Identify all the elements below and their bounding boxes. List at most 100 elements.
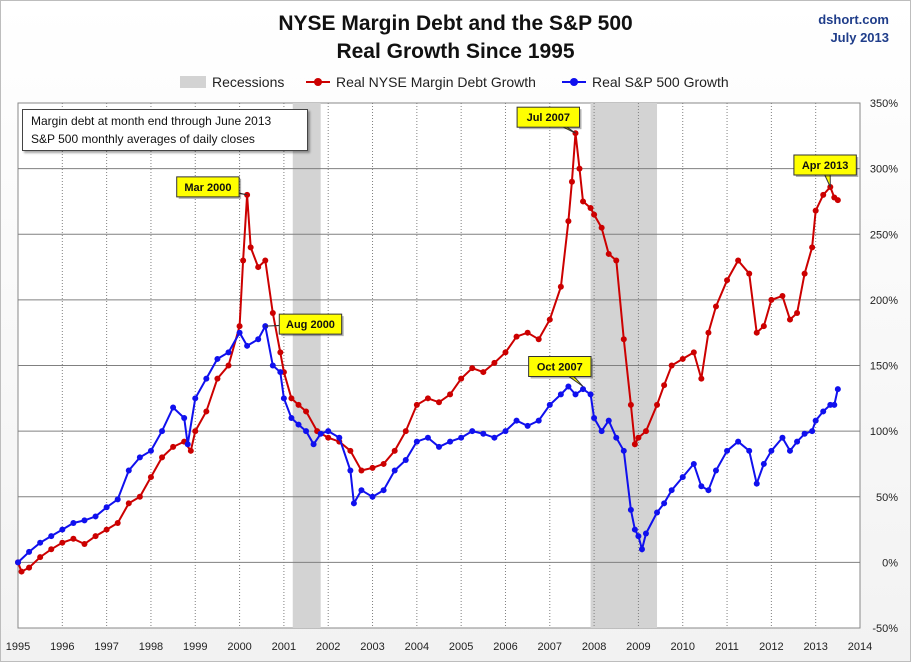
sp500-point <box>125 467 132 474</box>
sp500-point <box>192 395 199 402</box>
sp500-point <box>620 447 627 454</box>
sp500-point <box>244 342 251 349</box>
x-tick-label: 2014 <box>848 641 872 653</box>
margin-debt-point <box>125 500 132 507</box>
sp500-point <box>753 480 760 487</box>
sp500-point <box>820 408 827 415</box>
sp500-point <box>350 500 357 507</box>
sp500-point <box>136 454 143 461</box>
sp500-point <box>812 417 819 424</box>
margin-debt-point <box>347 447 354 454</box>
sp500-point <box>170 404 177 411</box>
chart-note: Margin debt at month end through June 20… <box>22 109 308 151</box>
margin-legend-marker <box>306 78 330 86</box>
margin-debt-point <box>620 336 627 343</box>
x-tick-label: 1997 <box>94 641 118 653</box>
x-tick-label: 2005 <box>449 641 473 653</box>
margin-debt-point <box>114 520 121 526</box>
sp500-point <box>269 362 276 369</box>
sp500-point <box>768 447 775 454</box>
margin-debt-point <box>786 316 793 323</box>
annotation-label: Apr 2013 <box>802 160 848 172</box>
margin-debt-point <box>26 564 33 571</box>
margin-debt-point <box>103 526 110 533</box>
margin-debt-point <box>753 329 760 336</box>
x-tick-label: 2003 <box>360 641 384 653</box>
sp500-point <box>295 421 302 428</box>
sp500-point <box>831 401 838 408</box>
x-tick-label: 2013 <box>803 641 827 653</box>
sp500-point <box>159 428 166 435</box>
sp500-point <box>801 430 808 437</box>
margin-debt-point <box>236 323 243 330</box>
margin-debt-point <box>712 303 719 310</box>
margin-debt-point <box>59 539 66 546</box>
sp500-point <box>491 434 498 441</box>
margin-debt-point <box>262 257 269 264</box>
margin-debt-point <box>295 401 302 408</box>
x-tick-label: 2012 <box>759 641 783 653</box>
margin-debt-point <box>760 323 767 330</box>
x-tick-label: 2008 <box>582 641 606 653</box>
sp500-point <box>277 369 284 376</box>
sp500-point <box>15 559 21 566</box>
margin-debt-point <box>565 218 572 225</box>
margin-debt-point <box>698 375 705 382</box>
sp500-point <box>524 422 531 429</box>
sp500-point <box>679 474 686 481</box>
margin-debt-point <box>436 399 442 406</box>
y-tick-label: 150% <box>870 361 898 373</box>
sp500-point <box>809 428 816 435</box>
x-tick-label: 1995 <box>6 641 30 653</box>
margin-debt-point <box>690 349 697 356</box>
margin-debt-point <box>380 460 387 467</box>
x-tick-label: 2006 <box>493 641 517 653</box>
margin-debt-point <box>413 401 420 408</box>
sp500-point <box>436 443 442 450</box>
margin-debt-point <box>627 401 634 408</box>
x-tick-label: 2000 <box>227 641 251 653</box>
margin-debt-point <box>288 395 295 402</box>
legend: Recessions Real NYSE Margin Debt Growth … <box>0 72 911 92</box>
legend-label-recessions: Recessions <box>212 74 285 90</box>
sp500-point <box>380 487 387 494</box>
margin-debt-point <box>491 359 498 366</box>
margin-debt-point <box>635 434 642 441</box>
margin-debt-point <box>325 434 332 441</box>
annotation-label: Oct 2007 <box>537 362 583 374</box>
margin-debt-point <box>513 333 520 340</box>
margin-debt-point <box>591 211 598 218</box>
sp500-point <box>642 530 649 537</box>
sp500-point <box>280 395 287 402</box>
sp500-point <box>70 520 77 526</box>
margin-debt-point <box>187 447 194 454</box>
x-tick-label: 2004 <box>405 641 429 653</box>
annotation-box <box>793 154 857 176</box>
margin-debt-point <box>735 257 742 264</box>
margin-debt-point <box>820 191 827 198</box>
sp500-point <box>458 434 465 441</box>
sp500-point <box>698 483 705 490</box>
legend-item-sp500: Real S&P 500 Growth <box>562 74 729 90</box>
sp500-point <box>779 434 786 441</box>
sp500-point <box>181 415 188 421</box>
sp500-point <box>631 526 638 533</box>
margin-debt-point <box>247 244 254 251</box>
sp500-point <box>546 401 553 408</box>
sp500-legend-marker <box>562 78 586 86</box>
note-line-1: Margin debt at month end through June 20… <box>31 114 272 128</box>
margin-debt-point <box>576 165 583 172</box>
margin-debt-point <box>598 224 605 231</box>
sp500-point <box>236 329 243 336</box>
legend-label-margin-debt: Real NYSE Margin Debt Growth <box>336 74 536 90</box>
note-line-2: S&P 500 monthly averages of daily closes <box>31 132 255 146</box>
x-tick-label: 2011 <box>715 641 739 653</box>
sp500-point <box>184 441 191 448</box>
sp500-point <box>413 438 420 445</box>
margin-debt-point <box>546 316 553 323</box>
margin-debt-point <box>469 365 476 372</box>
sp500-point <box>214 355 221 362</box>
margin-debt-point <box>705 329 712 336</box>
sp500-point <box>668 487 675 494</box>
sp500-point <box>358 487 365 494</box>
